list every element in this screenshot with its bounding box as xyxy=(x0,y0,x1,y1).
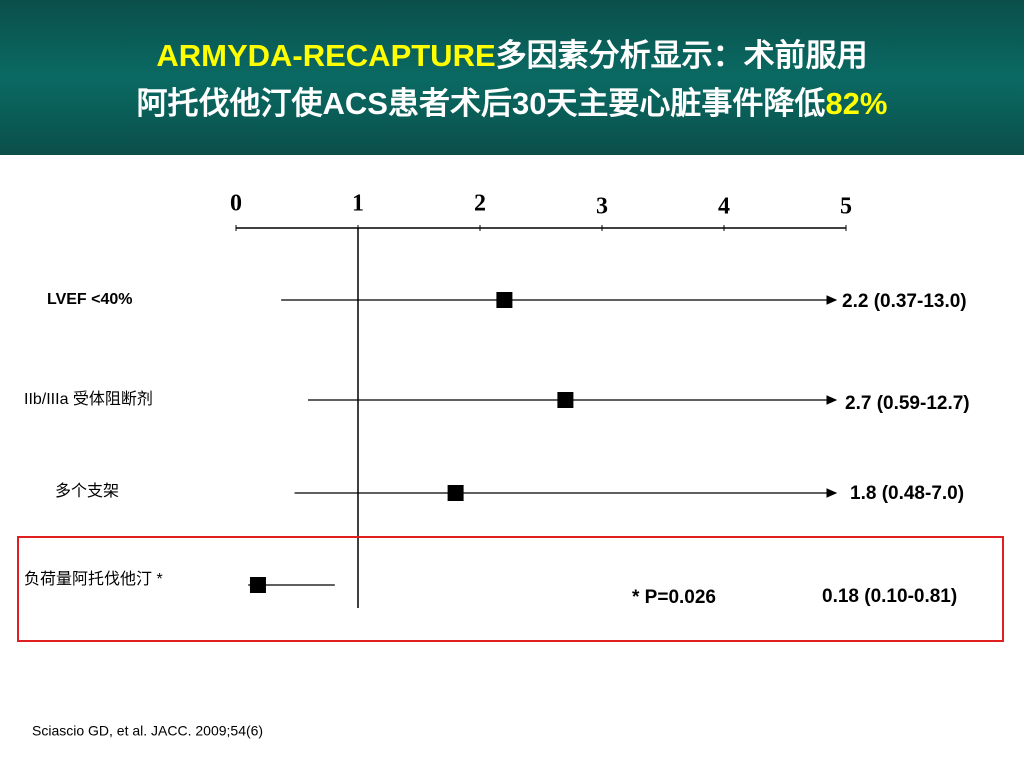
value-label: 2.2 (0.37-13.0) xyxy=(842,291,967,312)
category-label: 负荷量阿托伐他汀 * xyxy=(24,570,163,588)
category-label: LVEF <40% xyxy=(47,291,133,308)
point-estimate xyxy=(447,485,464,501)
title-line: ARMYDA-RECAPTURE多因素分析显示：术前服用 xyxy=(0,30,1024,75)
annotation: * P=0.026 xyxy=(632,587,716,608)
category-label: 多个支架 xyxy=(55,482,119,500)
x-tick-label: 2 xyxy=(474,191,486,217)
title-part: 阿托伐他汀使ACS患者术后30天主要心脏事件降低 xyxy=(136,86,826,121)
title-part: ARMYDA-RECAPTURE xyxy=(156,38,496,73)
title-part: 多因素分析显示：术前服用 xyxy=(495,38,868,73)
point-estimate xyxy=(557,392,574,408)
x-tick-label: 0 xyxy=(230,191,242,217)
header: ARMYDA-RECAPTURE多因素分析显示：术前服用 阿托伐他汀使ACS患者术… xyxy=(0,0,1024,155)
x-tick-label: 5 xyxy=(840,194,852,220)
title-line: 阿托伐他汀使ACS患者术后30天主要心脏事件降低82% xyxy=(0,78,1024,123)
value-label: 0.18 (0.10-0.81) xyxy=(822,586,957,607)
value-label: 2.7 (0.59-12.7) xyxy=(845,393,970,414)
point-estimate xyxy=(496,292,513,308)
value-label: 1.8 (0.48-7.0) xyxy=(850,483,964,504)
highlight-box xyxy=(17,536,1004,642)
point-estimate xyxy=(249,577,266,593)
footnote: Sciascio GD, et al. JACC. 2009;54(6) xyxy=(32,723,263,739)
x-tick-label: 4 xyxy=(718,194,730,220)
category-label: IIb/IIIa 受体阻断剂 xyxy=(24,390,153,408)
x-tick-label: 1 xyxy=(352,191,364,217)
x-tick-label: 3 xyxy=(596,194,608,220)
title-part: 82% xyxy=(825,86,888,121)
